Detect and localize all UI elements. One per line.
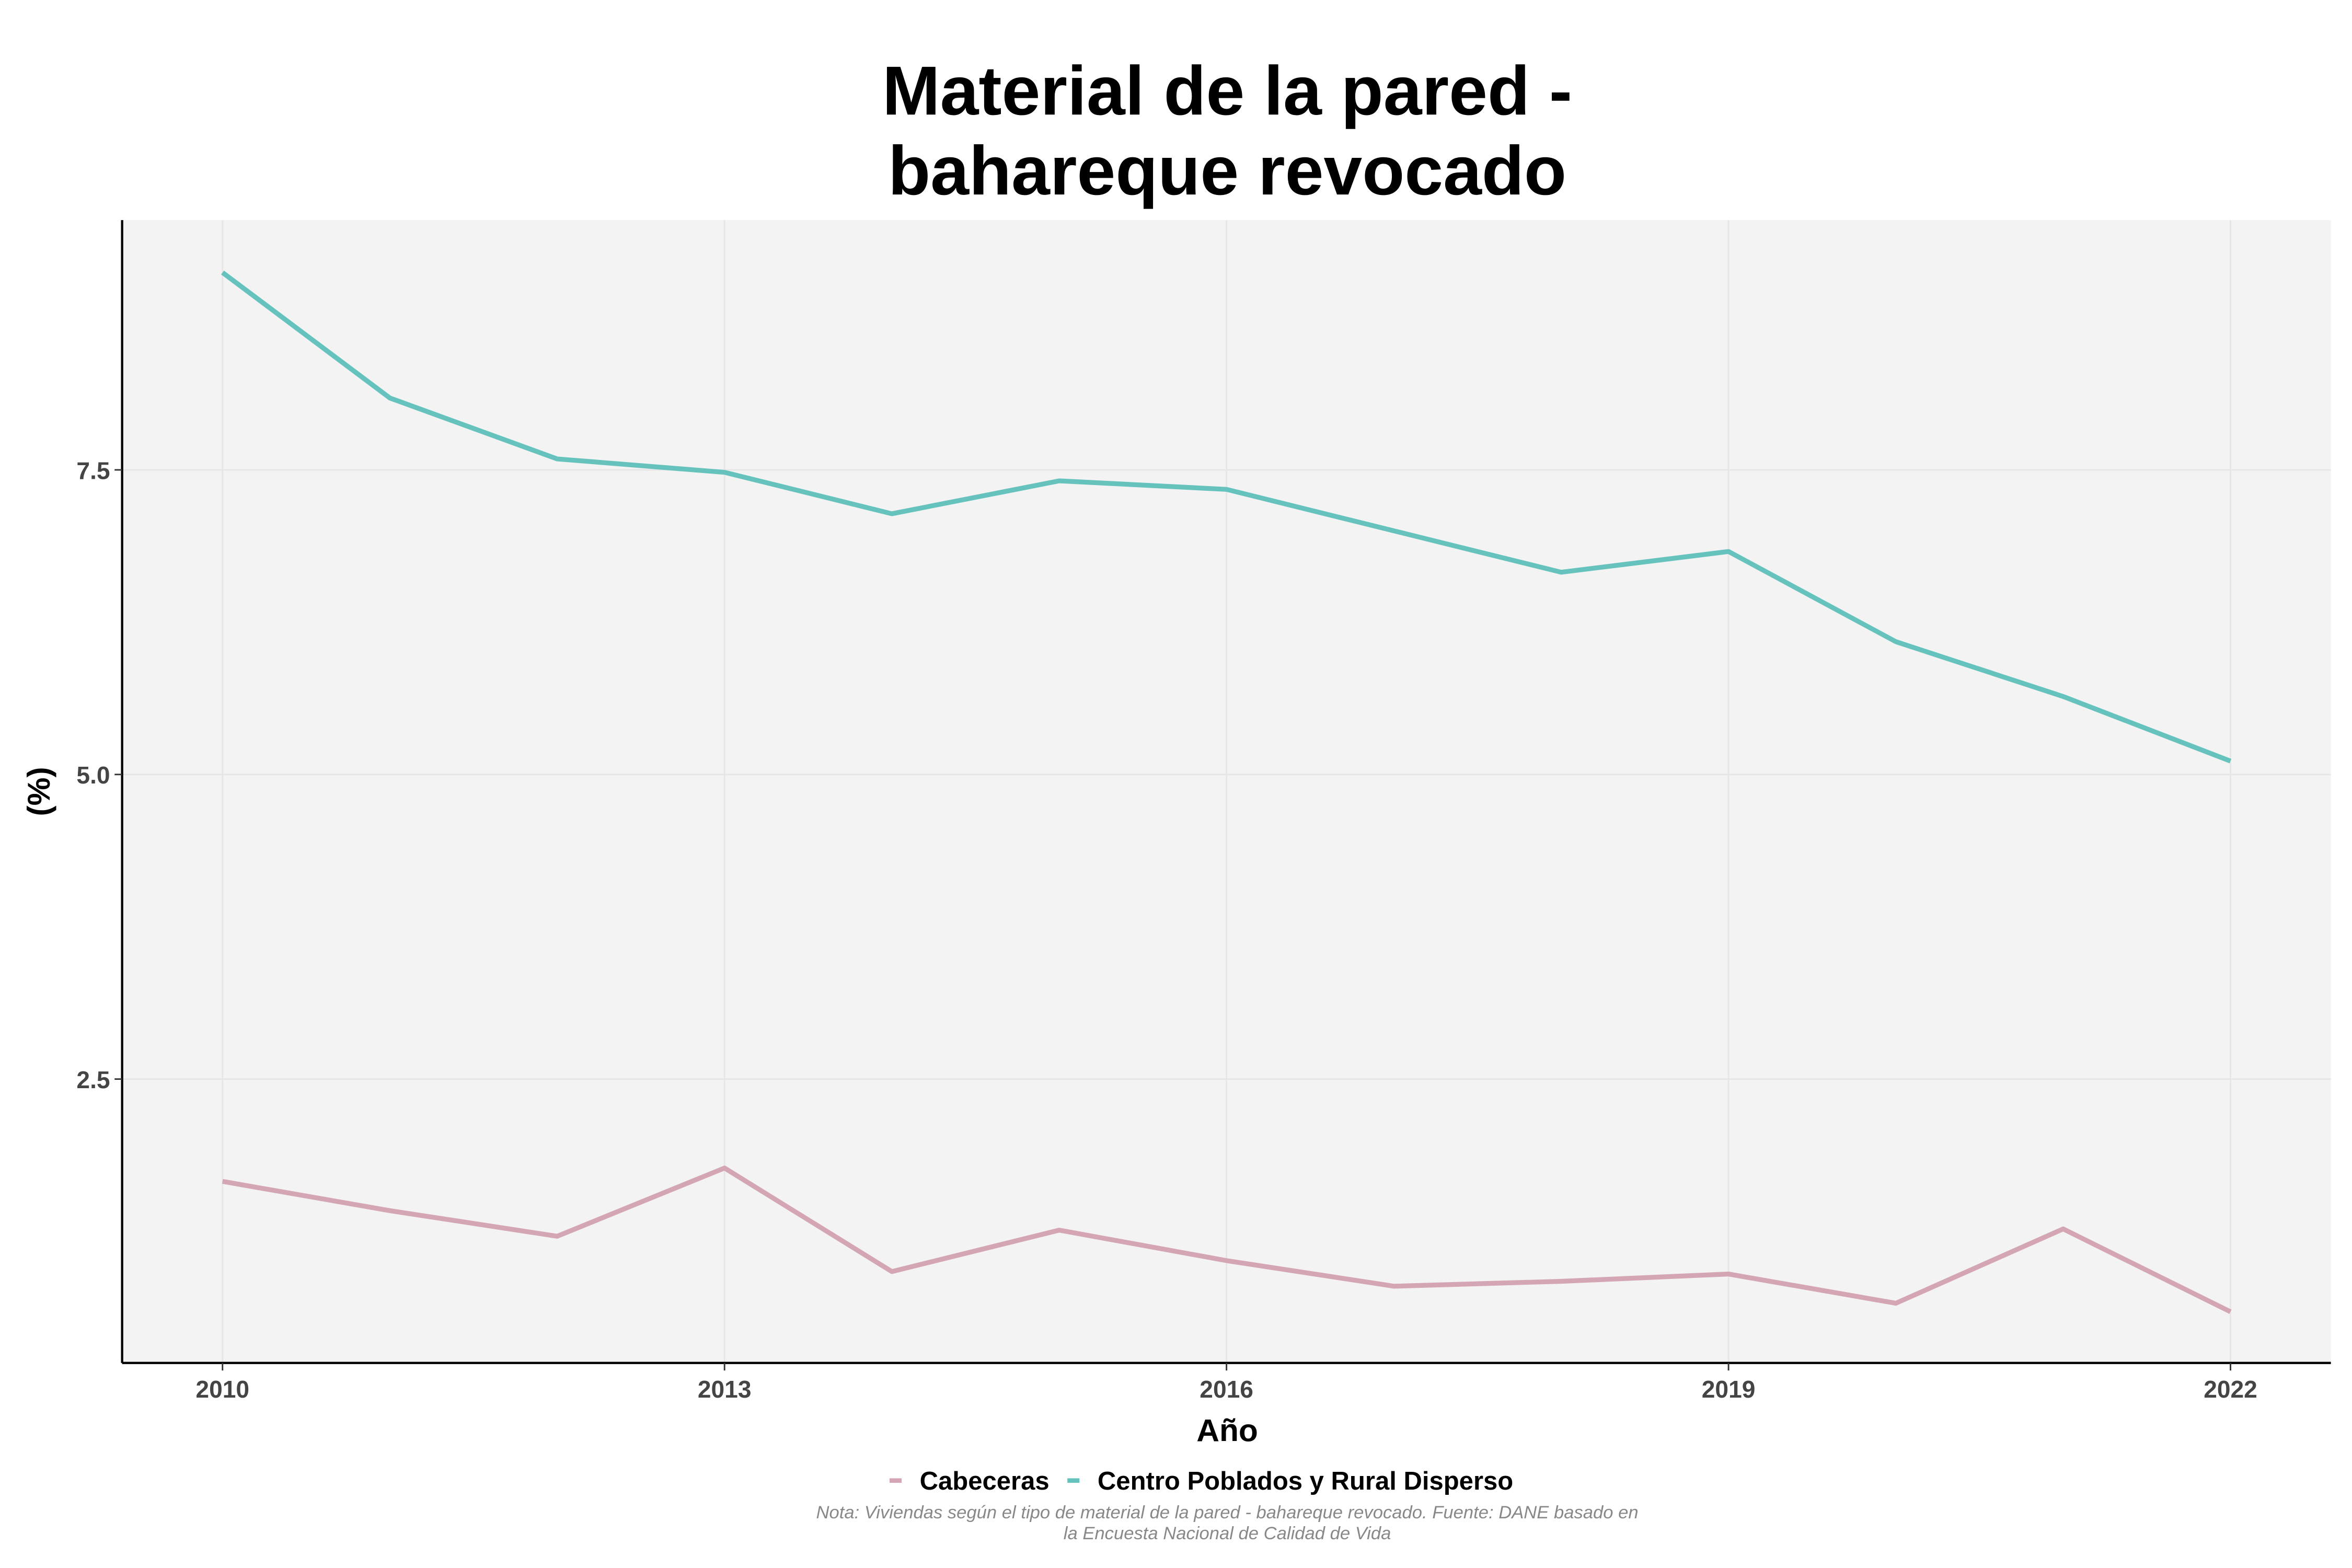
series-line	[222, 1166, 2232, 1314]
x-tick-label: 2016	[1200, 1376, 1253, 1403]
y-tick-label: 2.5	[76, 1066, 110, 1093]
note: Nota: Viviendas según el tipo de materia…	[816, 1503, 1638, 1523]
x-tick-label: 2013	[698, 1376, 752, 1403]
y-tick-label: 5.0	[76, 762, 110, 789]
legend-label: Cabeceras	[920, 1467, 1050, 1495]
legend: Cabeceras Centro Poblados y Rural Dispers…	[889, 1467, 1513, 1495]
chart-title: bahareque revocado	[888, 132, 1566, 210]
x-tick-label: 2022	[2204, 1376, 2257, 1403]
series-line	[221, 270, 2232, 764]
legend-label: Centro Poblados y Rural Disperso	[1098, 1467, 1513, 1495]
lines	[221, 270, 2232, 1314]
chart-title: Material de la pared -	[882, 52, 1572, 130]
grid	[122, 220, 2331, 1363]
y-axis-label: (%)	[21, 767, 56, 816]
y-tick-label: 7.5	[76, 457, 110, 484]
x-tick-label: 2019	[1702, 1376, 1756, 1403]
x-tick-label: 2010	[195, 1376, 249, 1403]
x-axis-label: Año	[1196, 1413, 1258, 1448]
note: la Encuesta Nacional de Calidad de Vida	[1064, 1524, 1391, 1543]
